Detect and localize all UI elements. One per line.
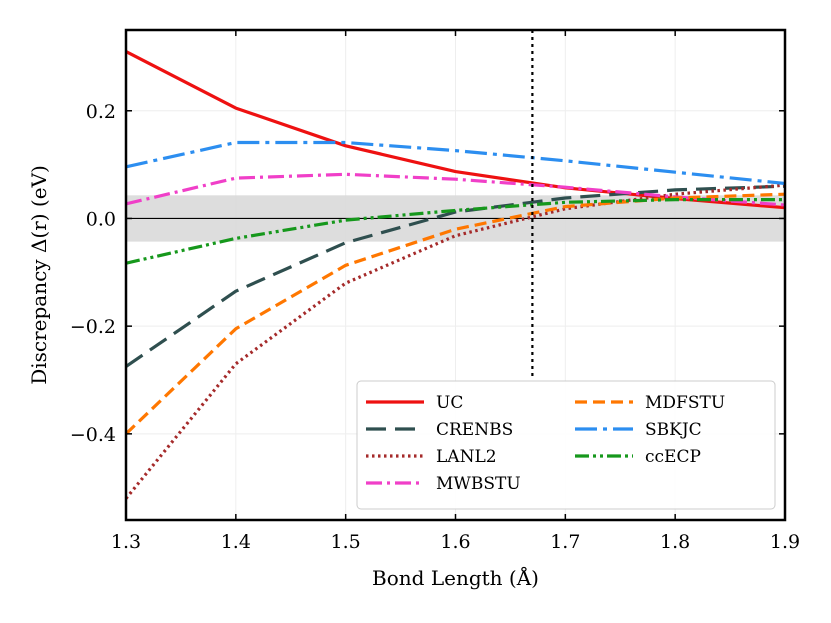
legend: UC CRENBS LANL2 MWBSTU MDFSTU SBKJC ccECP [356,380,776,510]
x-tick-label: 1.6 [440,531,470,553]
x-tick-label: 1.8 [660,531,690,553]
legend-label-mdfstu: MDFSTU [645,393,725,413]
series-line-ccecp [125,198,785,265]
x-tick-label: 1.4 [221,531,251,553]
plot-frame [124,28,787,522]
legend-label-crenbs: CRENBS [436,420,513,440]
x-tick-label: 1.3 [111,531,141,553]
y-tick-label: −0.4 [70,424,116,446]
y-tick-label: −0.2 [70,316,116,338]
series-line-sbkjc [125,140,786,186]
legend-label-sbkjc: SBKJC [645,420,702,440]
ticks: 1.3 1.4 1.5 1.6 1.7 1.8 1.9 −0.4 −0.2 0.0 0.2 [70,30,800,553]
legend-label-ccecp: ccECP [645,447,701,467]
series-line-crenbs [125,184,786,368]
legend-label-mwbstu: MWBSTU [436,474,521,494]
series-group [124,50,786,500]
x-tick-label: 1.9 [770,531,800,553]
y-axis-label: Discrepancy Δ(r) (eV) [27,165,51,385]
legend-box [356,380,776,510]
x-tick-label: 1.5 [331,531,361,553]
legend-label-lanl2: LANL2 [436,447,497,467]
y-tick-label: 0.0 [86,208,116,230]
x-tick-label: 1.7 [550,531,580,553]
legend-label-uc: UC [436,393,463,413]
y-tick-label: 0.2 [86,101,116,123]
x-axis-label: Bond Length (Å) [372,565,539,590]
